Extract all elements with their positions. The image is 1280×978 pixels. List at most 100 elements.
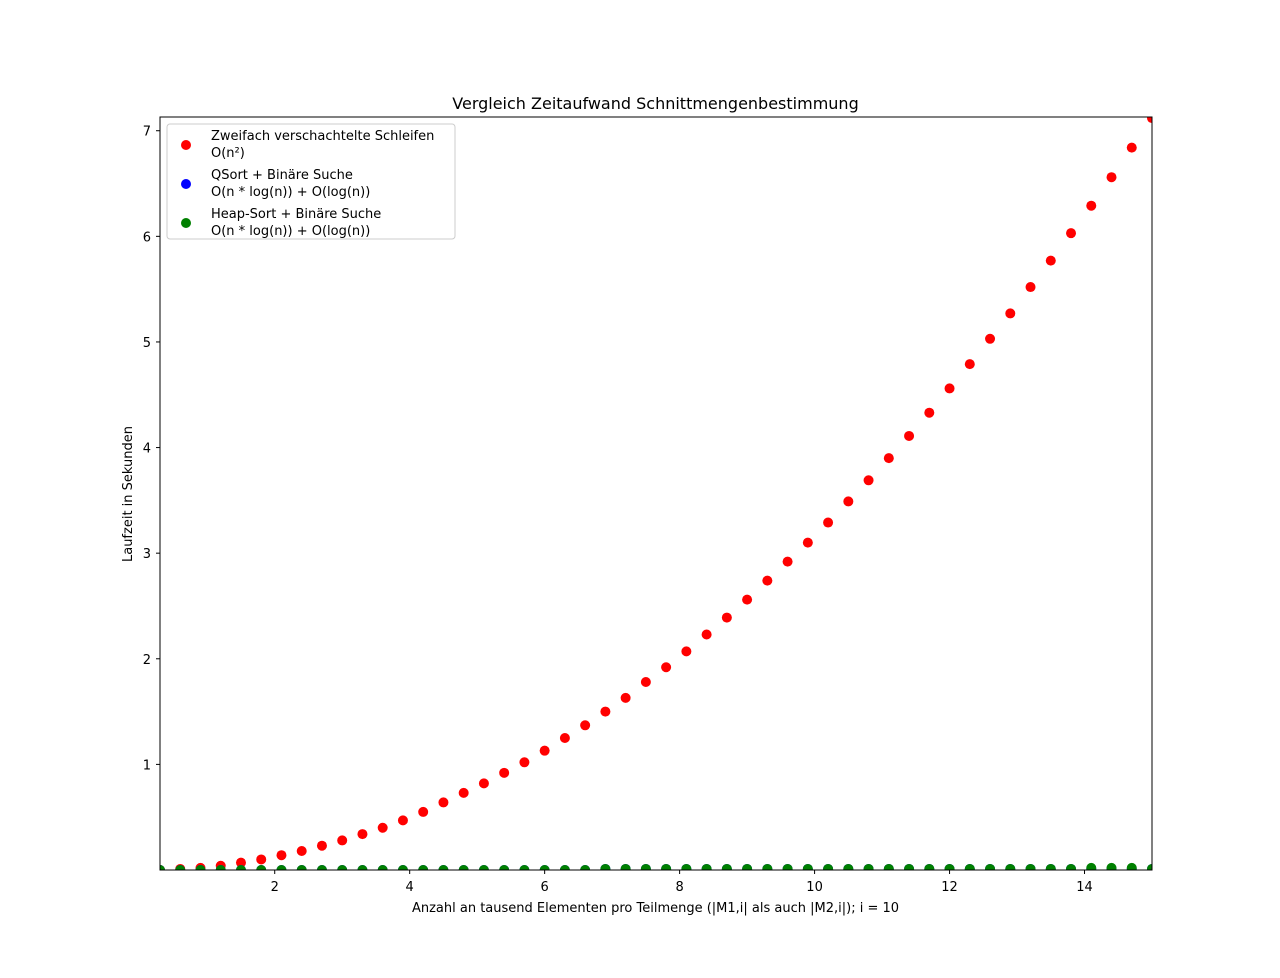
data-point (802, 863, 813, 870)
data-point (904, 430, 915, 441)
data-point (883, 453, 894, 464)
x-axis-label: Anzahl an tausend Elementen pro Teilmeng… (412, 901, 899, 916)
data-point (924, 407, 935, 418)
plot-frame (159, 116, 1153, 871)
data-point (964, 359, 975, 370)
data-point (823, 863, 834, 870)
data-point (620, 692, 631, 703)
data-point (782, 863, 793, 870)
legend-box (166, 123, 456, 240)
data-point (1106, 172, 1117, 183)
data-point (377, 822, 388, 833)
data-point (296, 845, 307, 856)
data-point (256, 865, 267, 870)
data-point (559, 732, 570, 743)
data-point (742, 863, 753, 870)
data-point (985, 863, 996, 870)
data-point (964, 863, 975, 870)
data-point (316, 840, 327, 851)
y-axis-label: Laufzeit in Sekunden (121, 426, 136, 562)
data-point (539, 865, 550, 870)
x-tick-label: 6 (541, 880, 549, 895)
data-point (357, 865, 368, 870)
data-point (1066, 863, 1077, 870)
x-tick-label: 12 (941, 880, 958, 895)
data-point (640, 863, 651, 870)
x-tick-label: 4 (406, 880, 414, 895)
series-3 (160, 862, 1152, 870)
data-point (235, 865, 246, 870)
legend-marker (181, 179, 191, 189)
y-axis: 1 2 3 4 5 6 7 (143, 125, 160, 773)
data-point (802, 537, 813, 548)
data-point (215, 865, 226, 870)
data-point (985, 333, 996, 344)
data-point (160, 865, 165, 870)
data-point (1005, 308, 1016, 319)
data-point (883, 863, 894, 870)
data-point (1106, 862, 1117, 870)
data-point (1086, 862, 1097, 870)
data-point (701, 629, 712, 640)
data-point (418, 865, 429, 870)
y-tick-label: 4 (143, 442, 151, 457)
data-point (863, 475, 874, 486)
data-point (539, 745, 550, 756)
data-point (337, 835, 348, 846)
data-point (1025, 863, 1036, 870)
y-tick-label: 1 (143, 758, 151, 773)
chart-title: Vergleich Zeitaufwand Schnittmengenbesti… (452, 94, 858, 113)
data-point (337, 865, 348, 870)
data-point (944, 383, 955, 394)
data-point (924, 863, 935, 870)
data-point (478, 778, 489, 789)
data-point (762, 863, 773, 870)
data-point (397, 815, 408, 826)
data-point (175, 865, 186, 870)
data-point (357, 829, 368, 840)
data-point (1147, 117, 1152, 124)
data-point (1045, 863, 1056, 870)
data-point (843, 863, 854, 870)
data-point (1045, 255, 1056, 266)
x-tick-label: 14 (1076, 880, 1093, 895)
data-points (160, 117, 1152, 870)
data-point (721, 612, 732, 623)
x-tick-label: 10 (806, 880, 823, 895)
data-point (701, 863, 712, 870)
y-tick-label: 3 (143, 547, 151, 562)
data-point (681, 863, 692, 870)
data-point (580, 865, 591, 870)
data-point (316, 865, 327, 870)
data-point (1005, 863, 1016, 870)
series-1 (160, 117, 1152, 870)
legend: Zweifach verschachtelte Schleifen O(n²) QS… (166, 123, 456, 240)
data-point (195, 865, 206, 870)
data-point (661, 863, 672, 870)
data-point (276, 850, 287, 861)
x-axis: 2 4 6 8 10 12 14 (271, 870, 1093, 895)
legend-marker (181, 140, 191, 150)
data-point (904, 863, 915, 870)
data-point (1126, 142, 1137, 153)
data-point (418, 806, 429, 817)
data-point (661, 662, 672, 673)
data-point (519, 865, 530, 870)
data-point (296, 865, 307, 870)
data-point (823, 517, 834, 528)
data-point (863, 863, 874, 870)
legend-entry-label: QSort + Binäre Suche O(n * log(n)) + O(lo… (211, 168, 370, 200)
data-point (397, 865, 408, 870)
data-point (620, 863, 631, 870)
y-tick-label: 7 (143, 125, 151, 140)
data-point (1147, 863, 1152, 870)
data-point (478, 865, 489, 870)
data-point (843, 496, 854, 507)
data-point (721, 863, 732, 870)
data-point (762, 575, 773, 586)
x-tick-label: 8 (675, 880, 683, 895)
data-point (742, 594, 753, 605)
data-point (782, 556, 793, 567)
data-point (559, 865, 570, 870)
